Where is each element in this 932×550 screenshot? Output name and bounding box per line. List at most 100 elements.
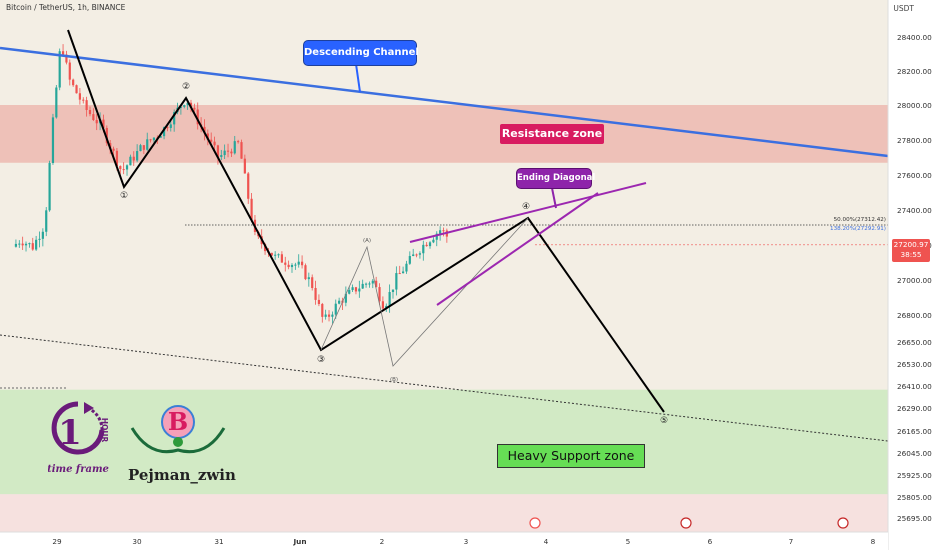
candle-body [21, 243, 24, 246]
candle [351, 284, 354, 292]
candle [14, 239, 18, 248]
candle-body [287, 264, 290, 268]
candle-body [230, 151, 233, 154]
candle [439, 226, 442, 241]
candle [422, 240, 425, 261]
candle [311, 274, 314, 291]
price-tick-label: 26165.00 [897, 427, 932, 436]
candle [65, 50, 68, 65]
price-tick-label: 28200.00 [897, 67, 932, 76]
candle-body [297, 261, 300, 265]
price-tick-label: 27400.00 [897, 206, 932, 215]
candle [95, 113, 98, 131]
candle [230, 148, 233, 158]
candle [277, 253, 280, 258]
candle [132, 151, 135, 166]
price-axis[interactable]: 28400.00 28200.00 28000.00 27800.00 27600.00… [887, 0, 932, 550]
wave-label: ① [120, 191, 128, 201]
elliott-wave-path [67, 29, 665, 413]
candle-body [152, 137, 156, 141]
candle-body [338, 300, 341, 304]
zone-band [0, 494, 888, 533]
price-tick-label: 26045.00 [897, 449, 932, 458]
candle-body [368, 283, 371, 285]
candle [105, 125, 108, 146]
candle-body [327, 314, 331, 317]
candle-body [243, 158, 246, 174]
candle-body [129, 156, 132, 166]
drawings: ① ② ③ ④ ⑤ (A) (B) 50.00%(27312.42) 138.20%(27292… [0, 29, 889, 529]
candle-body [311, 277, 314, 288]
diagonal-upper-line [409, 182, 647, 243]
abc-subwave-path [320, 217, 529, 367]
fib-label: 138.20%(27292.91) [830, 226, 886, 232]
candle-body [250, 198, 253, 220]
candle [88, 106, 92, 117]
price-tick-label: 25695.00 [897, 514, 932, 523]
candle-body [378, 287, 381, 302]
candle-body [216, 145, 220, 157]
candle [203, 119, 206, 141]
candle [68, 59, 71, 86]
candle [122, 162, 125, 175]
candle [139, 143, 142, 152]
time-axis-background [0, 532, 888, 550]
candle [391, 289, 395, 299]
zone-band [0, 105, 888, 163]
candle [216, 144, 220, 165]
candle-body [422, 244, 425, 254]
price-axis-background [888, 0, 932, 550]
candle [152, 137, 156, 144]
candle [220, 149, 223, 161]
candle [274, 251, 277, 260]
candle-body [146, 139, 149, 150]
candle [324, 309, 327, 320]
candle [125, 164, 129, 176]
candle [364, 282, 368, 288]
candle [317, 294, 321, 307]
candles [14, 44, 448, 324]
candle [183, 104, 186, 109]
candle-body [48, 162, 51, 211]
candle-body [334, 303, 337, 315]
time-axis[interactable]: 29 30 31 Jun 2 3 4 5 6 7 8 [0, 531, 888, 550]
candle [21, 236, 24, 250]
candle [381, 296, 384, 310]
abc-label: (B) [390, 377, 398, 383]
author-name: Pejman_zwin [128, 466, 236, 484]
channel-lower-line [0, 334, 889, 442]
candle [179, 106, 182, 115]
candle [193, 103, 196, 113]
candle [334, 299, 337, 319]
candle-body [112, 148, 115, 151]
candle [85, 96, 88, 117]
price-zones [0, 105, 888, 533]
candle [24, 241, 28, 252]
channel-callout-pointer [355, 63, 361, 93]
candle [240, 139, 243, 159]
price-tick-label: 26410.00 [897, 382, 932, 391]
candle-body [321, 303, 324, 317]
candle-body [307, 277, 310, 280]
candle-body [351, 287, 354, 291]
calendar-event-icon [529, 517, 541, 529]
candle [31, 237, 34, 251]
candle-body [435, 233, 438, 240]
price-tick-label: 26530.00 [897, 360, 932, 369]
candle-body [159, 136, 162, 138]
candle [38, 231, 41, 248]
candle [354, 286, 358, 295]
candle [432, 237, 435, 244]
wave-label: ④ [522, 202, 530, 212]
candle-body [166, 127, 169, 129]
candle-body [415, 254, 418, 256]
candle [297, 254, 300, 268]
price-tick-label: 28000.00 [897, 101, 932, 110]
symbol-title: Bitcoin / TetherUS, 1h, BINANCE [6, 3, 126, 12]
candle [51, 113, 55, 165]
candle [146, 132, 149, 151]
candle-body [418, 253, 422, 255]
candle-body [142, 145, 145, 150]
price-tick-label: 26800.00 [897, 311, 932, 320]
